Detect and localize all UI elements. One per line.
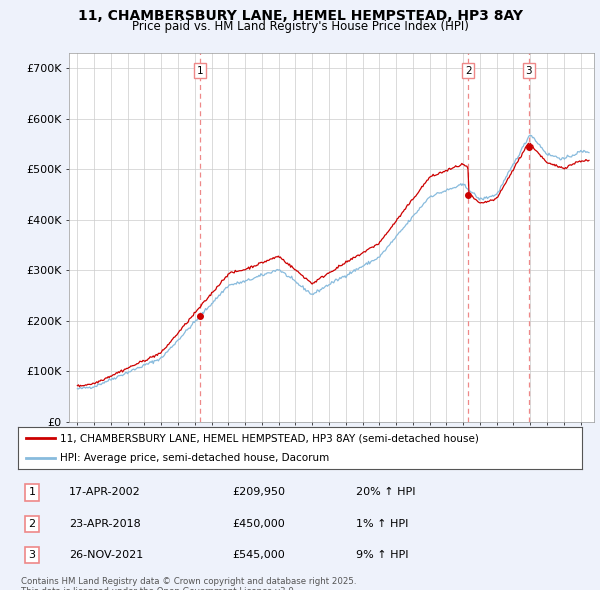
Text: HPI: Average price, semi-detached house, Dacorum: HPI: Average price, semi-detached house,… <box>60 454 329 463</box>
Text: 2: 2 <box>465 65 472 76</box>
Text: 11, CHAMBERSBURY LANE, HEMEL HEMPSTEAD, HP3 8AY: 11, CHAMBERSBURY LANE, HEMEL HEMPSTEAD, … <box>77 9 523 23</box>
Text: 1% ↑ HPI: 1% ↑ HPI <box>356 519 409 529</box>
Text: 23-APR-2018: 23-APR-2018 <box>69 519 140 529</box>
Text: Contains HM Land Registry data © Crown copyright and database right 2025.
This d: Contains HM Land Registry data © Crown c… <box>21 577 356 590</box>
Text: 26-NOV-2021: 26-NOV-2021 <box>69 550 143 560</box>
Text: £450,000: £450,000 <box>232 519 285 529</box>
Text: 1: 1 <box>29 487 35 497</box>
Text: 9% ↑ HPI: 9% ↑ HPI <box>356 550 409 560</box>
Text: 20% ↑ HPI: 20% ↑ HPI <box>356 487 416 497</box>
Text: Price paid vs. HM Land Registry's House Price Index (HPI): Price paid vs. HM Land Registry's House … <box>131 20 469 33</box>
Text: 11, CHAMBERSBURY LANE, HEMEL HEMPSTEAD, HP3 8AY (semi-detached house): 11, CHAMBERSBURY LANE, HEMEL HEMPSTEAD, … <box>60 434 479 444</box>
Text: 2: 2 <box>29 519 35 529</box>
Text: 3: 3 <box>29 550 35 560</box>
Text: £545,000: £545,000 <box>232 550 285 560</box>
Text: 3: 3 <box>525 65 532 76</box>
Text: £209,950: £209,950 <box>232 487 286 497</box>
Text: 17-APR-2002: 17-APR-2002 <box>69 487 140 497</box>
Text: 1: 1 <box>197 65 203 76</box>
